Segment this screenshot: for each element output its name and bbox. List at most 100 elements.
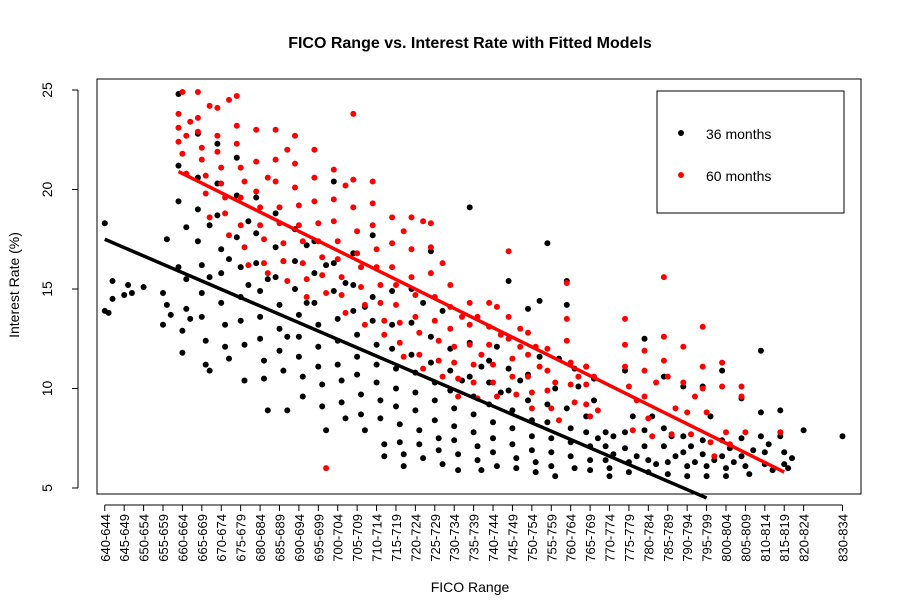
data-point (163, 301, 170, 308)
data-point (389, 321, 396, 328)
data-point (789, 455, 795, 462)
data-point (222, 321, 229, 328)
data-point (315, 363, 322, 370)
data-point (253, 230, 260, 237)
data-point (408, 351, 415, 358)
data-point (125, 282, 132, 288)
data-point (548, 405, 555, 412)
data-point (587, 457, 594, 464)
data-point (323, 465, 330, 472)
data-point (358, 284, 364, 290)
data-point (525, 373, 531, 380)
data-point (490, 419, 496, 426)
data-point (610, 433, 617, 440)
data-point (544, 419, 551, 426)
data-point (393, 403, 399, 410)
data-point (730, 459, 737, 466)
data-point (493, 303, 500, 310)
data-point (400, 228, 407, 235)
x-tick-label: 640-644 (98, 514, 113, 562)
data-point (198, 290, 205, 296)
data-point (303, 276, 310, 283)
data-point (509, 441, 516, 448)
data-point (719, 359, 726, 366)
data-point (160, 290, 166, 296)
data-point (299, 238, 306, 245)
data-point (323, 427, 330, 434)
x-tick-label: 660-664 (175, 514, 190, 562)
legend-box (656, 90, 845, 214)
data-point (245, 218, 252, 225)
data-point (369, 222, 376, 229)
legend-label-36-months: 36 months (706, 126, 771, 142)
chart-title: FICO Range vs. Interest Rate with Fitted… (288, 35, 652, 52)
data-point (109, 278, 116, 284)
data-point (629, 427, 636, 434)
data-point (490, 379, 496, 386)
x-axis: 640-644 645-649 650-654 655-659 660-664 665-6… (98, 504, 850, 562)
data-point (416, 441, 423, 448)
data-point (451, 359, 458, 366)
data-point (183, 132, 190, 139)
data-point (653, 379, 660, 386)
data-point (280, 367, 287, 374)
data-point (707, 439, 714, 446)
data-point (167, 311, 174, 318)
data-point (509, 373, 516, 380)
data-point (245, 282, 252, 288)
data-point (606, 465, 613, 472)
data-point (202, 361, 209, 368)
data-point (738, 453, 745, 460)
data-point (261, 357, 267, 364)
data-point (544, 345, 551, 352)
data-point (179, 327, 186, 334)
data-point (451, 437, 458, 444)
data-point (478, 363, 485, 370)
data-point (470, 411, 477, 418)
data-point (241, 244, 248, 251)
x-tick-label: 710-714 (370, 514, 385, 562)
data-point (622, 445, 628, 452)
data-point (552, 473, 559, 480)
y-tick-label: 5 (39, 484, 55, 492)
data-point (474, 457, 481, 464)
data-point (660, 443, 667, 450)
x-tick-label: 765-769 (583, 514, 598, 562)
data-point (466, 299, 473, 306)
data-point (233, 234, 240, 241)
series-60-months (175, 89, 784, 472)
plot-frame (96, 78, 862, 495)
data-point (218, 299, 225, 306)
data-point (525, 397, 531, 404)
data-point (563, 315, 570, 322)
data-point (292, 286, 298, 292)
data-point (455, 451, 462, 458)
data-point (276, 301, 283, 308)
data-point (742, 429, 749, 436)
data-point (396, 439, 403, 446)
data-point (214, 212, 221, 219)
data-point (509, 407, 516, 414)
data-point (447, 367, 454, 374)
data-point (525, 329, 531, 336)
data-point (567, 425, 574, 432)
data-point (781, 449, 788, 456)
data-point (653, 461, 660, 468)
data-point (431, 317, 438, 324)
data-point (198, 313, 205, 320)
x-tick-label: 790-794 (680, 514, 695, 562)
data-point (525, 351, 531, 358)
data-point (226, 96, 232, 103)
data-point (261, 236, 267, 243)
x-tick-label: 690-694 (292, 514, 307, 562)
data-point (563, 280, 570, 286)
x-tick-label: 645-649 (117, 514, 132, 562)
data-point (408, 274, 415, 281)
data-point (330, 178, 337, 185)
x-tick-label: 655-659 (156, 514, 171, 562)
data-point (478, 467, 485, 474)
data-point (583, 429, 590, 436)
data-point (194, 114, 201, 121)
data-point (738, 435, 745, 442)
data-point (548, 449, 555, 456)
